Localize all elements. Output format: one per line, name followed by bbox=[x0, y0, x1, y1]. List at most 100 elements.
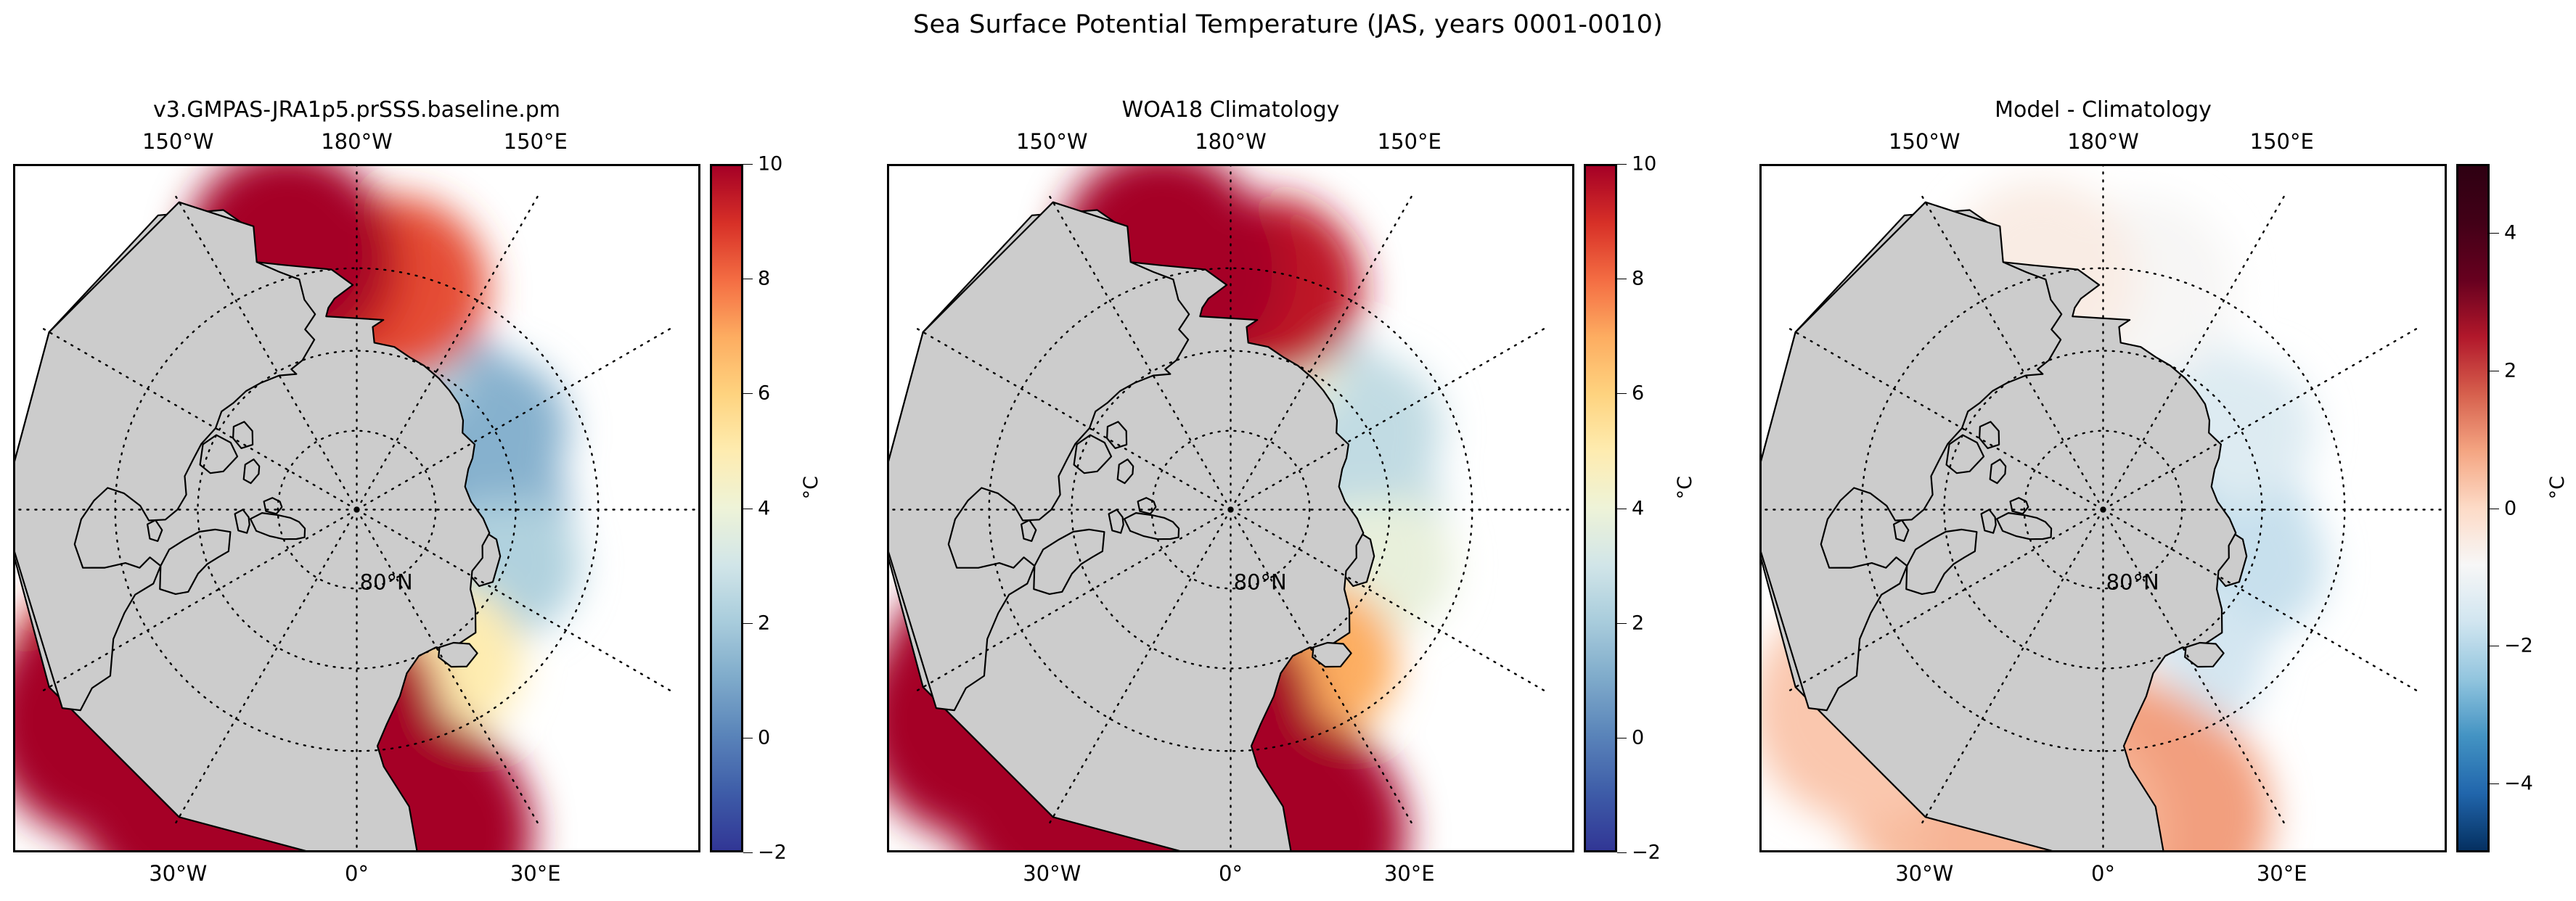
map-svg-clim: 80°N bbox=[889, 166, 1572, 850]
graticule-layer bbox=[15, 166, 698, 850]
land-namerica bbox=[15, 201, 316, 712]
colorbar-tick-label: 10 bbox=[1632, 152, 1657, 176]
land-southampton bbox=[1021, 519, 1037, 542]
meridian-210 bbox=[1920, 193, 2104, 510]
colorbar-ticks-difference: 4 2 0 −2 −4 °C bbox=[2490, 164, 2576, 852]
meridian-30 bbox=[2102, 509, 2286, 826]
map-panel-climatology: WOA18 Climatology 150°W 180°W 150°E 80°N… bbox=[887, 97, 1574, 886]
land-melville bbox=[1116, 458, 1134, 485]
parallel-70N bbox=[1071, 350, 1391, 670]
lon-label-30e: 30°E bbox=[2256, 861, 2307, 886]
colorbar-tick-mark bbox=[743, 737, 753, 739]
parallel-70N bbox=[1943, 350, 2263, 670]
colorbar-tick-label: −4 bbox=[2504, 772, 2533, 795]
lon-label-180w: 180°W bbox=[2067, 129, 2139, 154]
land-melville bbox=[242, 458, 261, 485]
meridian-240 bbox=[914, 326, 1231, 511]
land-ellesmere bbox=[249, 512, 306, 540]
land-victoria bbox=[1945, 434, 1985, 474]
colorbar-unit-label: °C bbox=[800, 476, 822, 500]
colorbar-tick-label: 10 bbox=[758, 152, 783, 176]
colorbar-tick-mark bbox=[1617, 622, 1627, 624]
colorbar-tick-mark bbox=[743, 164, 753, 165]
parallel-80N bbox=[277, 429, 437, 590]
land-baffin bbox=[1905, 528, 1978, 595]
lon-label-150e: 150°E bbox=[1377, 129, 1442, 154]
colorbar-tick-label: 4 bbox=[2504, 221, 2517, 244]
colorbar-difference bbox=[2456, 164, 2490, 852]
colorbar-tick-label: 0 bbox=[2504, 497, 2517, 519]
meridian-300 bbox=[1786, 509, 2103, 693]
colorbar-tick-mark bbox=[2490, 232, 2499, 234]
meridian-60 bbox=[356, 509, 674, 693]
map-svg-model: 80°N bbox=[15, 166, 698, 850]
colorbar-climatology bbox=[1584, 164, 1617, 852]
lon-label-150e: 150°E bbox=[503, 129, 568, 154]
meridian-210 bbox=[173, 193, 358, 510]
lat-label-80n: 80°N bbox=[360, 569, 413, 594]
graticule-layer bbox=[889, 166, 1572, 850]
colorbar-tick-label: −2 bbox=[758, 841, 787, 864]
land-southampton bbox=[147, 519, 163, 542]
panel-title-model: v3.GMPAS-JRA1p5.prSSS.baseline.pm bbox=[153, 97, 560, 123]
land-southampton bbox=[1893, 519, 1910, 542]
meridian-30 bbox=[1230, 509, 1414, 826]
meridian-240 bbox=[40, 326, 357, 511]
land-melville bbox=[1989, 458, 2007, 485]
colorbar-tick-label: 0 bbox=[1632, 726, 1645, 749]
land-devon bbox=[234, 509, 250, 534]
land-devon bbox=[1980, 509, 1997, 534]
lat-label-80n: 80°N bbox=[2106, 569, 2159, 594]
land-kola bbox=[1312, 641, 1352, 668]
meridian-120 bbox=[1230, 326, 1547, 511]
map-canvas-model: 80°N bbox=[13, 164, 700, 852]
lon-labels-bottom-climatology: 30°W 0° 30°E bbox=[887, 861, 1574, 890]
land-devon bbox=[1108, 509, 1124, 534]
colorbar-tick-mark bbox=[743, 622, 753, 624]
land-namerica bbox=[1762, 201, 2063, 712]
meridian-300 bbox=[40, 509, 357, 693]
land-namerica bbox=[889, 201, 1190, 712]
lon-label-150w: 150°W bbox=[1889, 129, 1960, 154]
colorbar-tick-label: 6 bbox=[1632, 382, 1645, 405]
lon-label-150w: 150°W bbox=[142, 129, 214, 154]
lon-label-30e: 30°E bbox=[510, 861, 561, 886]
meridian-60 bbox=[1230, 509, 1547, 693]
panel-title-climatology: WOA18 Climatology bbox=[1121, 97, 1340, 123]
panel-title-difference: Model - Climatology bbox=[1995, 97, 2212, 123]
colorbar-unit-label: °C bbox=[2546, 476, 2569, 500]
colorbar-tick-mark bbox=[1617, 737, 1627, 739]
lon-label-150w: 150°W bbox=[1016, 129, 1088, 154]
colorbar-model bbox=[710, 164, 743, 852]
parallel-80N bbox=[2023, 429, 2183, 590]
meridian-330 bbox=[1047, 509, 1232, 826]
meridian-330 bbox=[173, 509, 358, 826]
meridian-240 bbox=[1786, 326, 2103, 511]
lon-label-150e: 150°E bbox=[2249, 129, 2314, 154]
lon-labels-top-model: 150°W 180°W 150°E bbox=[13, 129, 700, 155]
colorbar-ticks-model: 10 8 6 4 2 0 −2 °C bbox=[743, 153, 830, 864]
parallel-80N bbox=[1150, 429, 1311, 590]
lon-label-30e: 30°E bbox=[1383, 861, 1435, 886]
colorbar-tick-label: −2 bbox=[1632, 841, 1661, 864]
colorbar-tick-label: 8 bbox=[1632, 267, 1645, 290]
lon-label-30w: 30°W bbox=[149, 861, 208, 886]
colorbar-tick-mark bbox=[1617, 852, 1627, 853]
colorbar-tick-label: 4 bbox=[1632, 497, 1645, 519]
land-baffin bbox=[159, 528, 232, 595]
meridian-150 bbox=[356, 193, 540, 510]
colorbar-tick-label: 6 bbox=[758, 382, 771, 405]
land-ellesmere bbox=[1123, 512, 1180, 540]
figure-title: Sea Surface Potential Temperature (JAS, … bbox=[913, 10, 1663, 39]
map-canvas-difference: 80°N bbox=[1759, 164, 2447, 852]
meridian-300 bbox=[914, 509, 1231, 693]
meridian-210 bbox=[1047, 193, 1232, 510]
lon-label-30w: 30°W bbox=[1895, 861, 1954, 886]
graticule-layer bbox=[1762, 166, 2445, 850]
lon-label-180w: 180°W bbox=[1195, 129, 1267, 154]
colorbar-tick-label: 0 bbox=[758, 726, 771, 749]
map-panel-model: v3.GMPAS-JRA1p5.prSSS.baseline.pm 150°W … bbox=[13, 97, 700, 886]
land-baffin bbox=[1033, 528, 1105, 595]
lon-label-30w: 30°W bbox=[1023, 861, 1081, 886]
